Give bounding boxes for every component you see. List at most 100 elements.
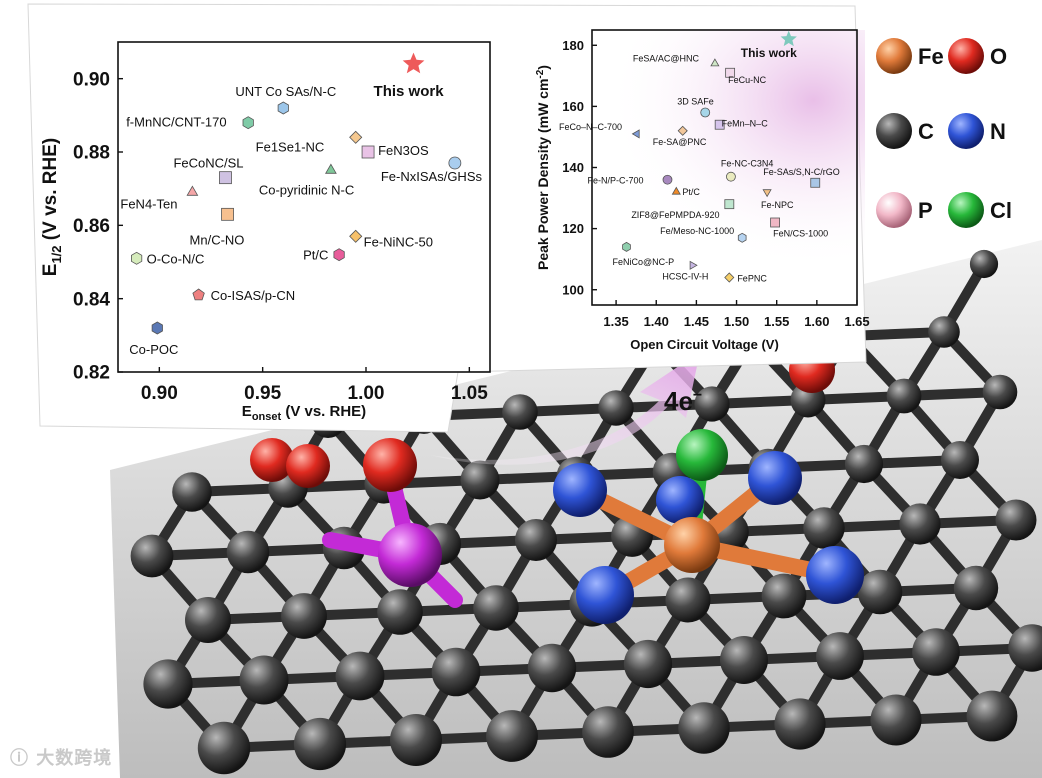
hex-marker [277,101,289,115]
point-label-this-work: This work [374,83,445,100]
carbon-atom [582,706,634,758]
carbon-atom [473,585,519,631]
carbon-atom [694,386,730,422]
y-tick-label: 0.90 [73,69,110,90]
point-label-this-work: This work [741,46,797,60]
triangle-marker [671,186,681,195]
legend-fe-sphere [876,38,912,74]
y-tick-label: 0.88 [73,143,110,164]
point-label-fen-cs-1000: FeN/CS-1000 [773,229,828,239]
point-label-femn-n-c: FeMn–N–C [722,119,769,129]
diamond-marker [677,125,688,136]
carbon-atom [431,647,481,697]
point-label-fe-npc: Fe-NPC [761,200,794,210]
circle-marker [662,174,673,185]
square-marker [361,145,375,159]
point-label-fen4-ten: FeN4-Ten [120,196,177,211]
carbon-atom [844,444,884,484]
triangle-marker [186,185,199,196]
circle-marker [726,171,736,182]
carbon-atom [390,714,442,766]
carbon-atom [982,374,1018,410]
point-label-f-mnnc-cnt-170: f-MnNC/CNT-170 [126,115,226,130]
diamond-marker [349,229,363,243]
hex-marker [333,248,345,262]
carbon-atom [870,694,922,746]
legend-o-sphere [948,38,984,74]
point-label-feconc-sl: FeCoNC/SL [173,156,243,171]
legend-p-sphere [876,192,912,228]
x-tick-label: 0.95 [244,383,281,404]
legend-c-label: C [918,119,934,144]
carbon-atom [143,659,193,709]
hex-marker [622,241,631,252]
legend-cl-label: Cl [990,198,1012,223]
carbon-atom [774,698,826,750]
triangle-marker [325,163,337,174]
charts-card: 0.90 0.95 1.00 1.05 0.82 0.84 0.86 0.88 0.90 This… [27,3,870,433]
carbon-atom [172,472,212,512]
point-label-co-poc: Co-POC [129,342,178,357]
carbon-atom [912,628,960,676]
chart-left: 0.90 0.95 1.00 1.05 0.82 0.84 0.86 0.88 0.90 This… [40,41,491,423]
y-tick-label: 180 [562,38,584,53]
x-tick-label: 1.60 [804,314,829,329]
point-label-fe-ninc-50: Fe-NiNC-50 [364,234,433,249]
point-label-unt-co-sas-n-c: UNT Co SAs/N-C [235,84,336,99]
point-label-fe1se1-nc: Fe1Se1-NC [256,139,325,154]
hex-marker [737,232,747,243]
y-tick-label: 160 [562,99,584,114]
point-label-co-isas-p-cn: Co-ISAS/p-CN [211,288,296,303]
carbon-atom [185,597,231,643]
carbon-atom [899,503,941,545]
point-label-fe-n-p-c-700: Fe-N/P-C-700 [587,176,643,186]
y-tick-label: 0.84 [73,289,110,310]
pentagon-marker [192,288,205,301]
square-marker [725,67,736,78]
point-label-fen3os: FeN3OS [378,143,429,158]
y-tick-label: 0.86 [73,216,110,237]
legend-o-label: O [990,44,1007,69]
point-label-fesa-ac-hnc: FeSA/AC@HNC [633,54,700,64]
carbon-atom [803,507,845,549]
square-marker [770,217,780,228]
x-axis-label: Eonset (V vs. RHE) [242,403,366,423]
square-marker [219,171,232,185]
x-tick-label: 1.50 [724,314,749,329]
chart-right: 1.35 1.40 1.45 1.50 1.55 1.60 1.65 100 120 140 160… [535,29,870,352]
carbon-atom [953,565,999,611]
point-label-fe-meso-nc-1000: Fe/Meso-NC-1000 [660,226,734,236]
tri-left-marker [631,129,640,139]
carbon-atom [460,460,500,500]
carbon-atom [598,390,634,426]
x-tick-label: 1.65 [844,314,869,329]
point-label-fenico-nc-p: FeNiCo@NC-P [613,257,675,267]
point-label-fe-nxisas-ghss: Fe-NxISAs/GHSs [381,169,483,184]
point-label-fe-sa-pnc: Fe-SA@PNC [653,137,707,147]
square-marker [221,207,234,221]
diamond-marker [724,272,735,283]
carbon-atom [130,534,174,578]
carbon-atom [515,519,557,561]
triangle-marker [710,58,720,67]
legend-cl-sphere [948,192,984,228]
y-axis-label: Peak Power Density (mW cm-2) [535,65,551,270]
carbon-atom [281,593,327,639]
hex-marker [242,116,254,130]
point-label-pt-c: Pt/C [303,248,328,263]
carbon-atom [335,651,385,701]
point-label-fe-sas-s-n-c-rgo: Fe-SAs/S,N-C/rGO [763,167,840,177]
watermark-text: 大数跨境 [36,748,113,769]
carbon-atom [226,530,270,574]
point-label-fe-nc-c3n4: Fe-NC-C3N4 [721,159,774,169]
point-label-zif8-fepmpda-920: ZIF8@FePMPDA-920 [631,210,719,220]
point-label-feco-n-c-700: FeCo–N–C-700 [559,122,622,132]
y-tick-label: 140 [562,160,584,175]
carbon-atom [928,316,960,348]
active-site [322,429,864,624]
carbon-atom [969,249,999,279]
watermark: ⓘ 大数跨境 [10,744,112,770]
carbon-atom [502,394,538,430]
plot-frame [117,41,491,373]
